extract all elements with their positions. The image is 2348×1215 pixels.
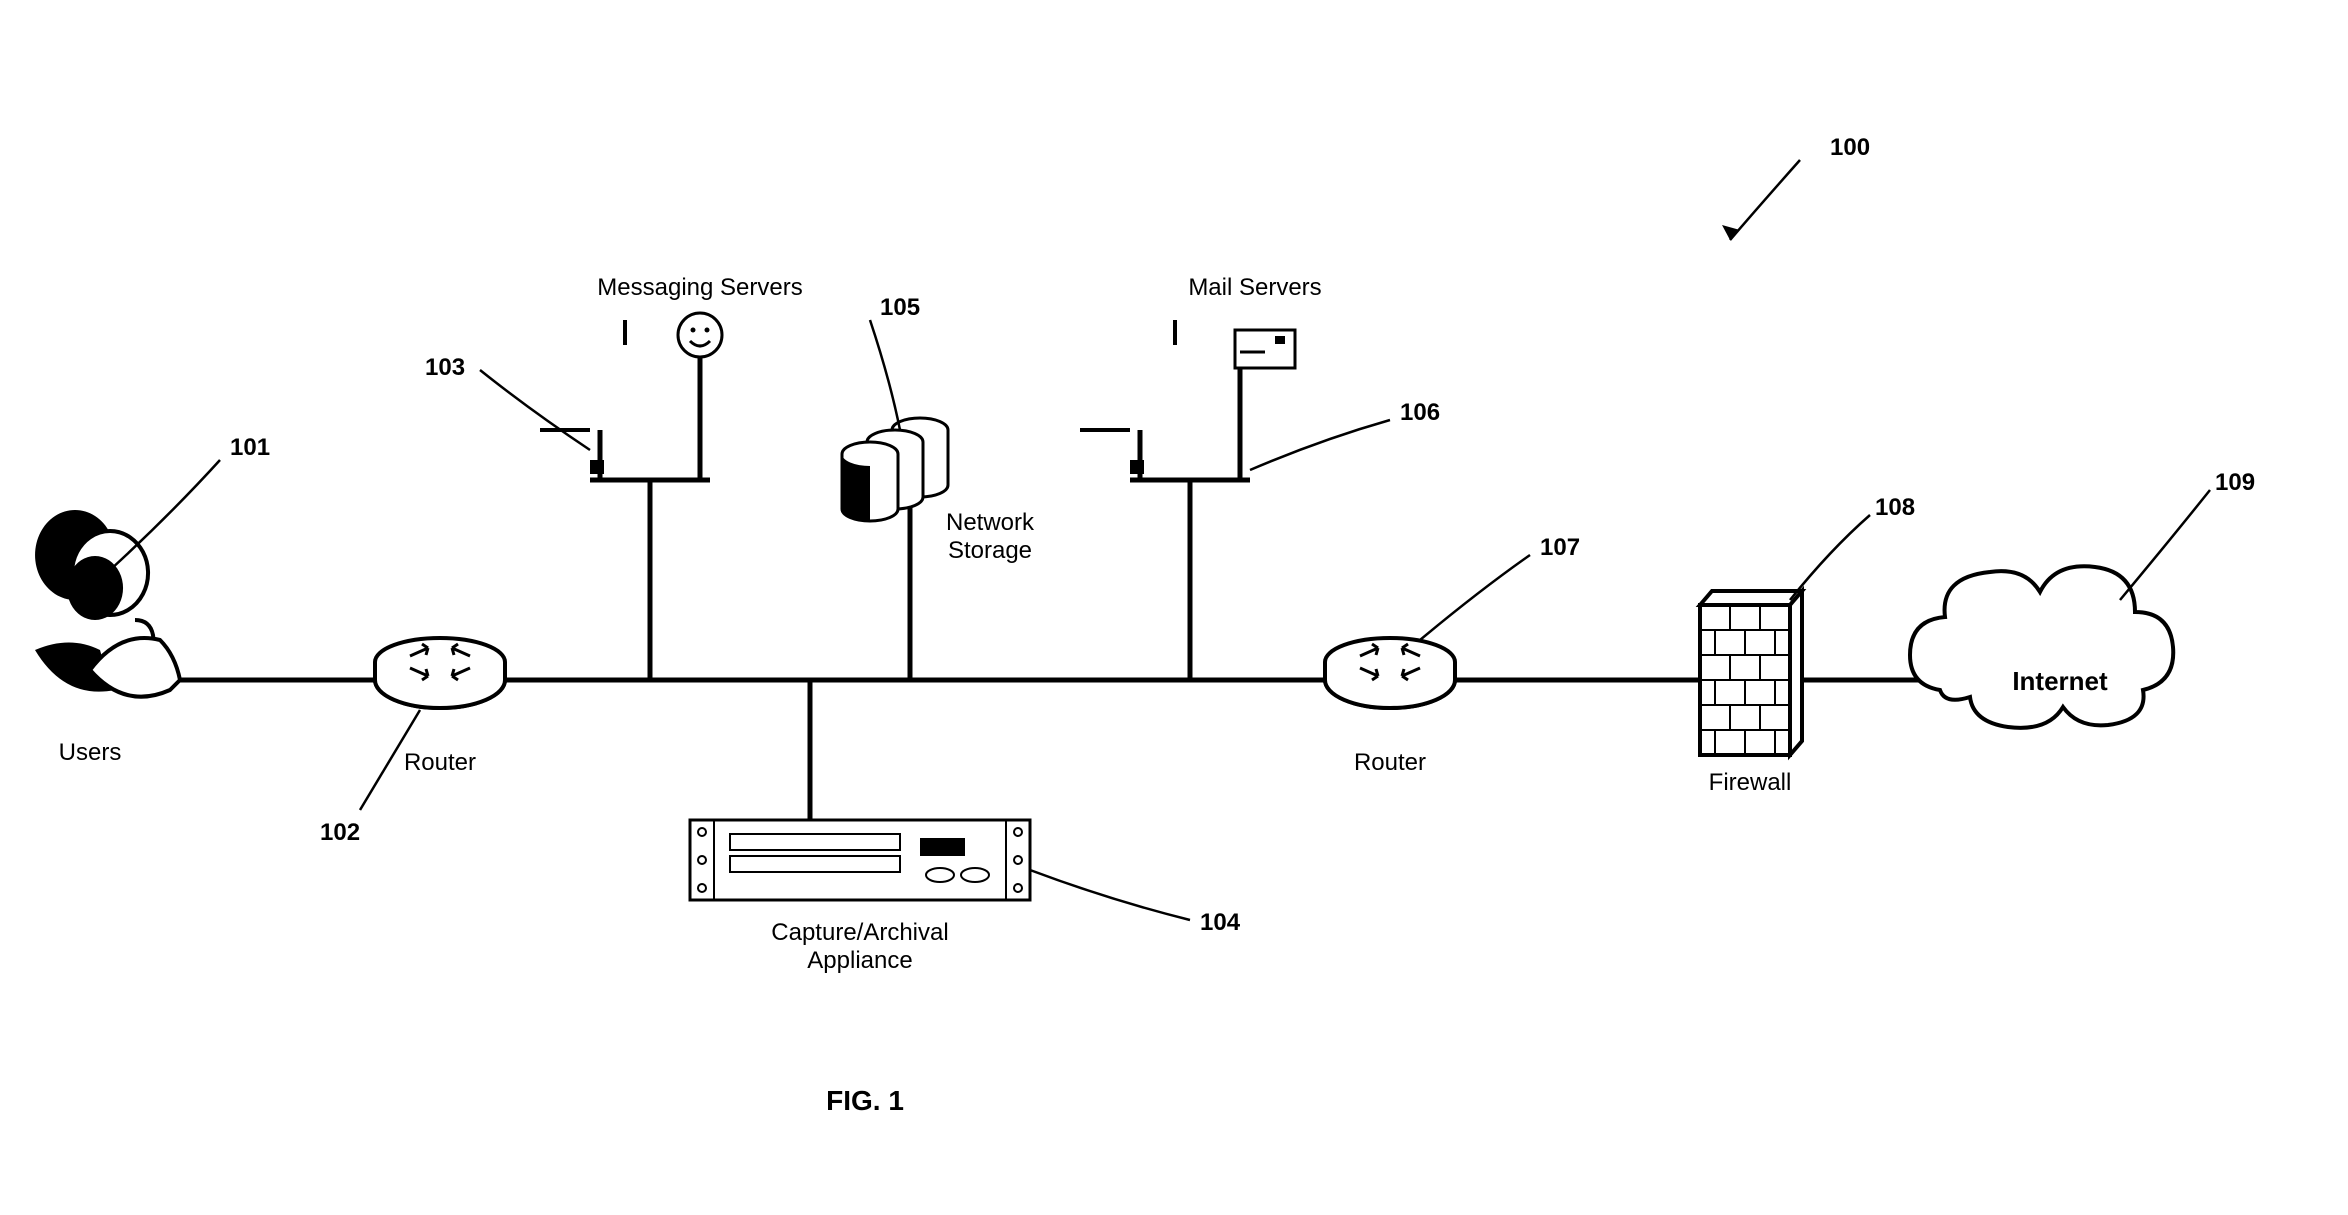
network-storage-icon xyxy=(842,418,948,521)
router1-icon xyxy=(375,638,505,708)
appliance-icon xyxy=(690,820,1030,900)
network-diagram: Users Router Messaging Servers xyxy=(0,0,2348,1210)
firewall-icon xyxy=(1700,591,1802,755)
ref-109: 109 xyxy=(2215,469,2255,496)
users-label: Users xyxy=(59,739,122,766)
appliance-label-l1: Capture/Archival xyxy=(771,919,948,946)
network-storage-label-l1: Network xyxy=(946,509,1035,536)
mail-server-box xyxy=(1130,460,1144,474)
ref-102: 102 xyxy=(320,819,360,846)
ref-108: 108 xyxy=(1875,494,1915,521)
ref-105: 105 xyxy=(880,294,920,321)
router2-icon xyxy=(1325,638,1455,708)
messaging-server-box xyxy=(590,460,604,474)
figure-title: FIG. 1 xyxy=(826,1085,904,1116)
smiley-icon xyxy=(678,313,722,357)
router2-label: Router xyxy=(1354,749,1426,776)
leader-107 xyxy=(1420,555,1530,640)
messaging-servers-label: Messaging Servers xyxy=(597,274,802,301)
leader-106 xyxy=(1250,420,1390,470)
mail-servers-label: Mail Servers xyxy=(1188,274,1321,301)
leader-100 xyxy=(1730,160,1800,240)
firewall-label: Firewall xyxy=(1709,769,1792,796)
router1-label: Router xyxy=(404,749,476,776)
leader-109 xyxy=(2120,490,2210,600)
leader-101 xyxy=(110,460,220,570)
ref-103: 103 xyxy=(425,354,465,381)
leader-104 xyxy=(1030,870,1190,920)
ref-101: 101 xyxy=(230,434,270,461)
leader-108 xyxy=(1790,515,1870,600)
arrowhead-100 xyxy=(1722,225,1740,240)
ref-106: 106 xyxy=(1400,399,1440,426)
internet-label: Internet xyxy=(2012,666,2108,696)
internet-cloud-icon xyxy=(1910,566,2173,728)
network-storage-label-l2: Storage xyxy=(948,537,1032,564)
ref-104: 104 xyxy=(1200,909,1241,936)
envelope-icon xyxy=(1235,330,1295,368)
ref-100: 100 xyxy=(1830,134,1870,161)
appliance-label-l2: Appliance xyxy=(807,947,912,974)
ref-107: 107 xyxy=(1540,534,1580,561)
users-icon xyxy=(35,510,180,697)
leader-103 xyxy=(480,370,590,450)
leader-105 xyxy=(870,320,900,430)
